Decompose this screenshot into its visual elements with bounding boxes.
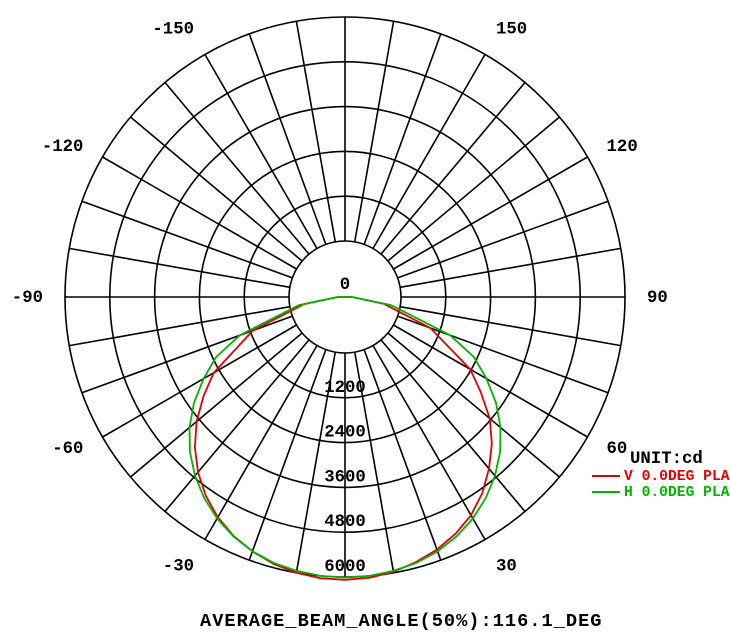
radial-label-center: 0 <box>340 276 350 295</box>
angle-label: 90 <box>647 289 668 308</box>
angle-label: -120 <box>42 138 84 157</box>
angle-label: 60 <box>607 440 628 459</box>
angle-label: -30 <box>163 558 194 577</box>
radial-label: 4800 <box>324 513 366 532</box>
radial-label: 6000 <box>324 558 366 577</box>
angle-label: 30 <box>496 558 517 577</box>
angle-label: -90 <box>12 289 43 308</box>
radial-label: 3600 <box>324 468 366 487</box>
polar-chart-container: -/+180-150150-120120-9090-6060-303001200… <box>0 0 730 639</box>
legend-label: V 0.0DEG PLAN,113.2 <box>624 469 730 485</box>
angle-label: -150 <box>152 20 194 39</box>
angle-label: 120 <box>607 138 638 157</box>
bottom-label: AVERAGE_BEAM_ANGLE(50%):116.1_DEG <box>200 610 602 632</box>
angle-label: -60 <box>52 440 83 459</box>
radial-label: 2400 <box>324 424 366 443</box>
radial-label: 1200 <box>324 379 366 398</box>
angle-label: 150 <box>496 20 527 39</box>
unit-label: UNIT:cd <box>630 450 703 469</box>
polar-chart-svg: -/+180-150150-120120-9090-6060-303001200… <box>0 0 730 639</box>
legend-label: H 0.0DEG PLAN,119.1 <box>624 485 730 501</box>
